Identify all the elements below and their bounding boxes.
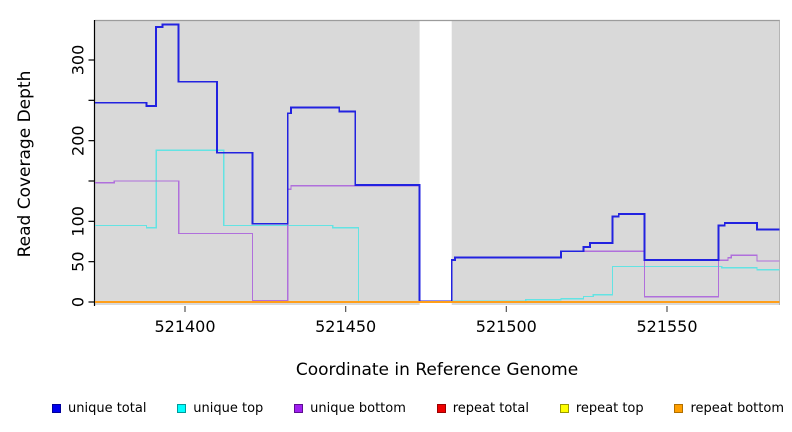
legend-swatch-unique-bottom — [294, 403, 304, 413]
coverage-plot: 0 50 100 200 300 521400 521450 521500 521550 — [69, 19, 780, 336]
legend-label: repeat top — [575, 400, 644, 416]
x-tick-label: 521400 — [154, 317, 215, 336]
legend-item-unique-top: unique top — [177, 401, 263, 416]
legend-label: repeat total — [452, 400, 529, 416]
legend-item-repeat-top: repeat top — [559, 400, 644, 416]
y-axis-label: Read Coverage Depth — [15, 70, 35, 258]
x-axis-label: Coordinate in Reference Genome — [295, 360, 579, 380]
y-tick-label: 200 — [69, 125, 88, 156]
legend-swatch-repeat-bottom — [674, 403, 684, 413]
legend-label: unique bottom — [310, 400, 406, 416]
x-tick-label: 521550 — [636, 317, 697, 336]
legend-label: unique top — [193, 400, 264, 416]
y-tick-label: 300 — [69, 45, 88, 76]
y-tick-label: 0 — [69, 297, 88, 307]
x-tick-label: 521450 — [315, 317, 376, 336]
legend-swatch-repeat-top — [559, 403, 569, 413]
series-unique-top — [95, 149, 780, 303]
legend-label: repeat bottom — [690, 400, 784, 416]
y-tick-label: 100 — [69, 206, 88, 237]
legend-swatch-unique-top — [177, 403, 187, 413]
y-tick-label: 50 — [69, 251, 88, 271]
x-tick-label: 521500 — [476, 317, 537, 336]
legend-swatch-repeat-total — [436, 403, 446, 413]
legend: unique total unique top unique bottom repea… — [52, 398, 784, 418]
legend-swatch-unique-total — [52, 403, 61, 413]
legend-label: unique total — [68, 400, 147, 416]
legend-item-unique-bottom: unique bottom — [294, 401, 406, 416]
legend-item-repeat-bottom: repeat bottom — [674, 401, 784, 416]
legend-item-repeat-total: repeat total — [436, 400, 529, 416]
legend-item-unique-total: unique total — [52, 401, 146, 416]
masked-region — [419, 21, 452, 305]
